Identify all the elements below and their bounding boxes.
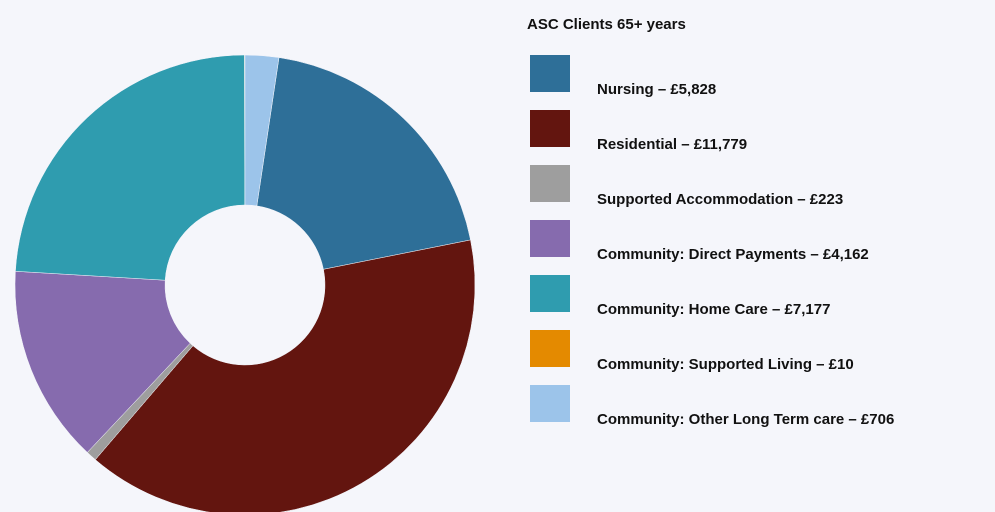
legend-label: Community: Supported Living – £10 xyxy=(597,356,854,373)
legend-swatch xyxy=(530,330,570,367)
legend-title: ASC Clients 65+ years xyxy=(527,16,686,33)
donut-slice xyxy=(94,239,476,512)
legend-label: Residential – £11,779 xyxy=(597,136,747,153)
donut-slice xyxy=(244,54,280,207)
legend-swatch xyxy=(530,110,570,147)
legend-swatch xyxy=(530,55,570,92)
legend-swatch xyxy=(530,165,570,202)
donut-slice xyxy=(14,271,191,453)
legend-swatch xyxy=(530,385,570,422)
legend-swatch xyxy=(530,275,570,312)
legend-swatch xyxy=(530,220,570,257)
donut-slice xyxy=(256,57,471,270)
donut-slice xyxy=(15,54,246,281)
legend-label: Nursing – £5,828 xyxy=(597,81,716,98)
legend-label: Supported Accommodation – £223 xyxy=(597,191,843,208)
legend-label: Community: Other Long Term care – £706 xyxy=(597,411,894,428)
legend-label: Community: Home Care – £7,177 xyxy=(597,301,830,318)
legend-label: Community: Direct Payments – £4,162 xyxy=(597,246,869,263)
